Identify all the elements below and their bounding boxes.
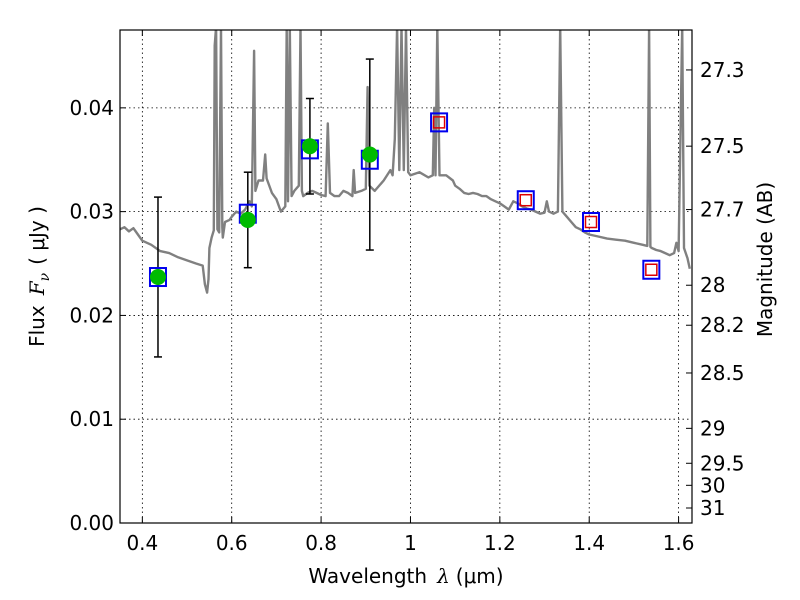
prediction-square [584, 215, 598, 229]
prediction-square [432, 116, 446, 129]
model-square [582, 212, 601, 233]
y-tick-label: 0.02 [69, 303, 114, 327]
y-tick-label: 0.01 [69, 407, 114, 431]
x-tick-label: 1 [404, 531, 417, 555]
x-tick-label: 0.4 [126, 531, 158, 555]
right-tick-label: 28.5 [700, 361, 745, 385]
observed-point [149, 269, 166, 286]
prediction-square [519, 193, 533, 207]
observed-point [301, 138, 318, 155]
spectrum-line [120, 30, 691, 294]
prediction-square [645, 263, 658, 277]
right-tick-label: 30 [700, 473, 725, 497]
right-tick-label: 28.2 [700, 313, 745, 337]
x-tick-label: 0.6 [216, 531, 248, 555]
plot-area [120, 30, 691, 358]
axis-ticks: 0.4 0.6 0.8 1 1.2 1.4 1.6 0.00 0.01 0.02 0.03 0.04 2… [69, 30, 745, 555]
right-tick-label: 27.3 [700, 58, 745, 82]
y-tick-label: 0.03 [69, 200, 114, 224]
right-tick-label: 31 [700, 496, 725, 520]
x-axis-label: Wavelength λ (μm) [308, 564, 503, 588]
y-axis-label: FluxFν( μJy ) [25, 206, 53, 347]
x-tick-label: 0.8 [305, 531, 337, 555]
x-tick-label: 1.4 [573, 531, 605, 555]
x-tick-label: 1.6 [663, 531, 695, 555]
model-square [516, 190, 535, 211]
plot-frame [119, 29, 693, 524]
model-square [430, 112, 449, 133]
observed-point [361, 146, 378, 163]
observed-point [239, 211, 256, 228]
right-tick-label: 27.7 [700, 198, 745, 222]
model-square [642, 259, 661, 280]
x-tick-label: 1.2 [484, 531, 516, 555]
right-tick-label: 27.5 [700, 134, 745, 158]
right-axis-label: Magnitude (AB) [753, 182, 777, 337]
y-tick-label: 0.04 [69, 96, 114, 120]
right-tick-label: 28 [700, 273, 725, 297]
right-tick-label: 29 [700, 416, 725, 440]
y-tick-label: 0.00 [69, 511, 114, 535]
right-tick-label: 29.5 [700, 451, 745, 475]
